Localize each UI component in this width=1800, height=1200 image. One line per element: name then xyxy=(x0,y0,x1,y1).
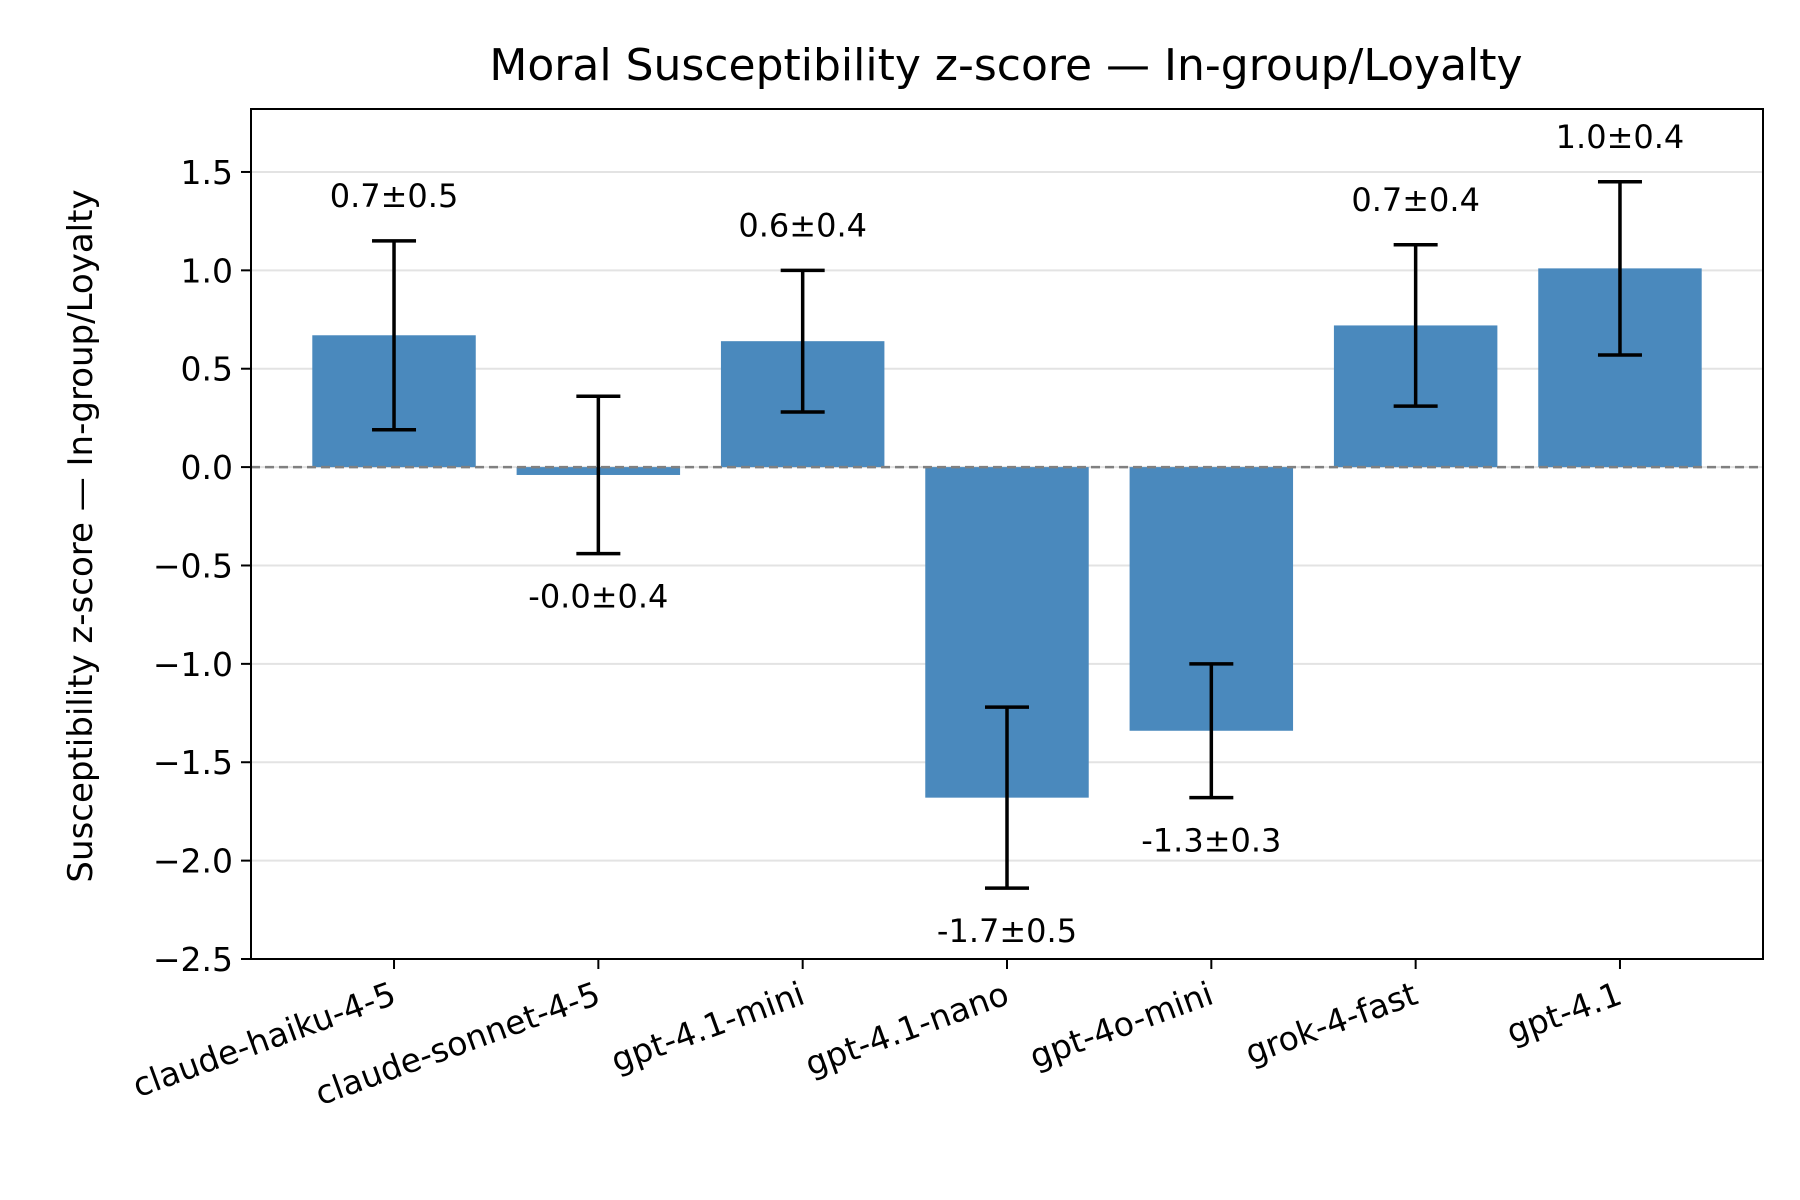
y-tick-label: −1.5 xyxy=(153,743,233,782)
y-axis-ticks: −2.5 −2.0 −1.5 −1.0 −0.5 0.0 0.5 1.0 1.5 xyxy=(153,153,251,979)
value-label: 1.0±0.4 xyxy=(1556,118,1685,156)
error-bars xyxy=(372,180,1642,890)
y-tick-label: 0.5 xyxy=(181,350,233,389)
x-tick-label: gpt-4.1-mini xyxy=(606,974,810,1080)
value-labels: 0.7±0.5 -0.0±0.4 0.6±0.4 -1.7±0.5 -1.3±0.3 0.… xyxy=(330,118,1685,950)
plot-frame xyxy=(250,108,1764,960)
y-axis-label: Susceptibility z-score — In-group/Loyalt… xyxy=(61,189,101,882)
y-tick-label: 0.0 xyxy=(181,448,233,487)
value-label: 0.7±0.4 xyxy=(1351,181,1480,219)
x-tick-label: grok-4-fast xyxy=(1240,974,1422,1072)
x-tick-label: gpt-4o-mini xyxy=(1024,974,1218,1076)
value-label: -1.7±0.5 xyxy=(937,912,1077,950)
x-tick-label: gpt-4.1-nano xyxy=(800,974,1014,1084)
y-tick-label: −2.5 xyxy=(153,940,233,979)
y-tick-label: 1.5 xyxy=(181,153,233,192)
y-tick-label: −0.5 xyxy=(153,546,233,585)
value-label: -0.0±0.4 xyxy=(528,578,668,616)
value-label: 0.6±0.4 xyxy=(738,206,867,244)
value-label: 0.7±0.5 xyxy=(330,177,459,215)
y-tick-label: 1.0 xyxy=(181,251,233,290)
y-tick-label: −2.0 xyxy=(153,842,233,881)
value-label: -1.3±0.3 xyxy=(1141,822,1281,860)
x-tick-label: gpt-4.1 xyxy=(1501,974,1626,1051)
chart-title: Moral Susceptibility z-score — In-group/… xyxy=(489,40,1522,91)
y-tick-label: −1.0 xyxy=(153,645,233,684)
